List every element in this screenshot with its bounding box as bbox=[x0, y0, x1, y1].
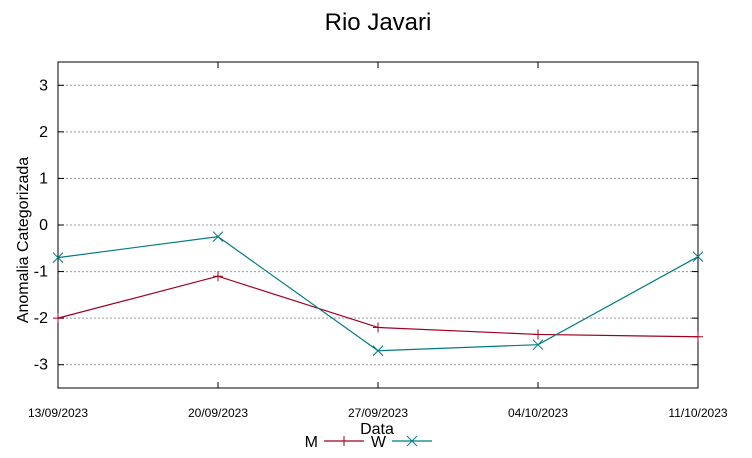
y-tick-label: 3 bbox=[39, 77, 48, 94]
legend-label: M bbox=[305, 434, 318, 451]
y-tick-label: -2 bbox=[34, 310, 48, 327]
data-point-W bbox=[692, 251, 704, 263]
plot-border bbox=[57, 61, 699, 389]
x-axis-label: Data bbox=[360, 421, 394, 438]
data-point-M bbox=[373, 322, 383, 333]
legend-marker bbox=[339, 436, 349, 446]
x-tick-label: 20/09/2023 bbox=[188, 406, 248, 420]
y-tick-label: -1 bbox=[34, 264, 48, 281]
y-tick-label: 1 bbox=[39, 170, 48, 187]
data-point-M bbox=[53, 313, 63, 324]
series-line-W bbox=[57, 236, 699, 352]
y-tick-label: 2 bbox=[39, 124, 48, 141]
data-point-M bbox=[693, 331, 703, 342]
chart-title: Rio Javari bbox=[325, 9, 432, 36]
series-layer bbox=[52, 231, 704, 357]
y-tick-label: 0 bbox=[39, 217, 48, 234]
series-W bbox=[52, 231, 704, 357]
data-point-W bbox=[372, 345, 384, 357]
legend-item-W: W bbox=[371, 434, 432, 451]
y-tick-label: -3 bbox=[34, 357, 48, 374]
series-M bbox=[53, 271, 703, 342]
labels-layer: -3 -2 -1 0 1 2 3 13/09/2023 20/09/2023 27/09/2023… bbox=[28, 77, 728, 420]
x-tick-label: 27/09/2023 bbox=[348, 406, 408, 420]
legend-marker bbox=[406, 435, 418, 447]
axes-layer bbox=[57, 61, 699, 389]
y-axis-label: Anomalia Categorizada bbox=[15, 157, 32, 323]
legend-item-M: M bbox=[305, 434, 364, 451]
data-point-W bbox=[212, 231, 224, 242]
x-tick-label: 04/10/2023 bbox=[508, 406, 568, 420]
data-point-W bbox=[532, 339, 544, 351]
data-point-M bbox=[213, 271, 223, 282]
legend-label: W bbox=[371, 434, 387, 451]
x-tick-label: 13/09/2023 bbox=[28, 406, 88, 420]
data-point-W bbox=[52, 252, 64, 263]
data-point-M bbox=[533, 329, 543, 340]
grid-layer bbox=[58, 84, 698, 366]
x-tick-label: 11/10/2023 bbox=[668, 406, 727, 420]
